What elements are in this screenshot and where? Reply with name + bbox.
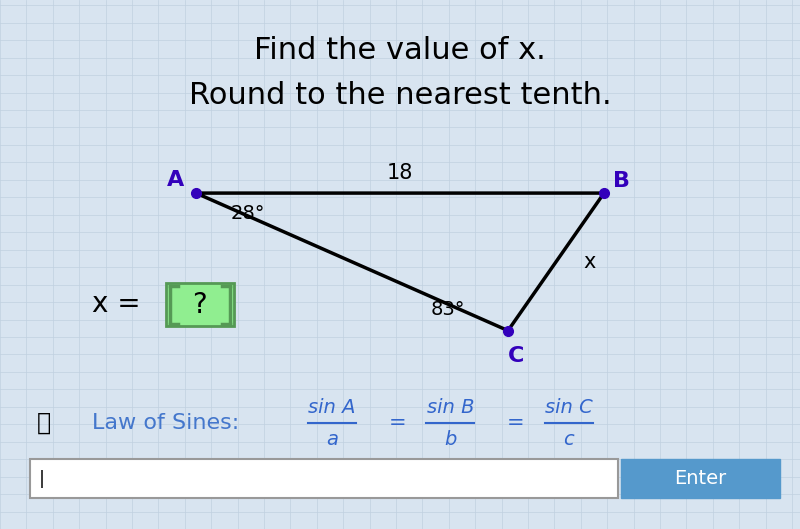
Text: Enter: Enter — [674, 469, 726, 488]
Text: x =: x = — [92, 290, 150, 318]
Text: 83°: 83° — [430, 300, 466, 319]
Text: ?: ? — [192, 291, 207, 318]
FancyBboxPatch shape — [166, 283, 234, 326]
Text: Find the value of x.: Find the value of x. — [254, 36, 546, 65]
Text: sin B: sin B — [426, 398, 474, 417]
Text: c: c — [563, 430, 574, 449]
Text: 28°: 28° — [230, 204, 266, 223]
Text: =: = — [507, 413, 525, 433]
FancyBboxPatch shape — [30, 459, 618, 498]
Text: Round to the nearest tenth.: Round to the nearest tenth. — [189, 81, 611, 110]
Text: B: B — [613, 171, 630, 191]
Text: 18: 18 — [387, 163, 413, 183]
Text: x: x — [583, 252, 596, 272]
Text: a: a — [326, 430, 338, 449]
Text: b: b — [444, 430, 457, 449]
Text: =: = — [389, 413, 406, 433]
Text: |: | — [38, 470, 45, 488]
Text: Law of Sines:: Law of Sines: — [92, 413, 239, 433]
Text: A: A — [167, 170, 185, 190]
FancyBboxPatch shape — [621, 459, 780, 498]
Text: C: C — [508, 346, 524, 366]
Text: sin A: sin A — [308, 398, 356, 417]
Text: sin C: sin C — [545, 398, 593, 417]
Text: 💡: 💡 — [37, 411, 51, 435]
